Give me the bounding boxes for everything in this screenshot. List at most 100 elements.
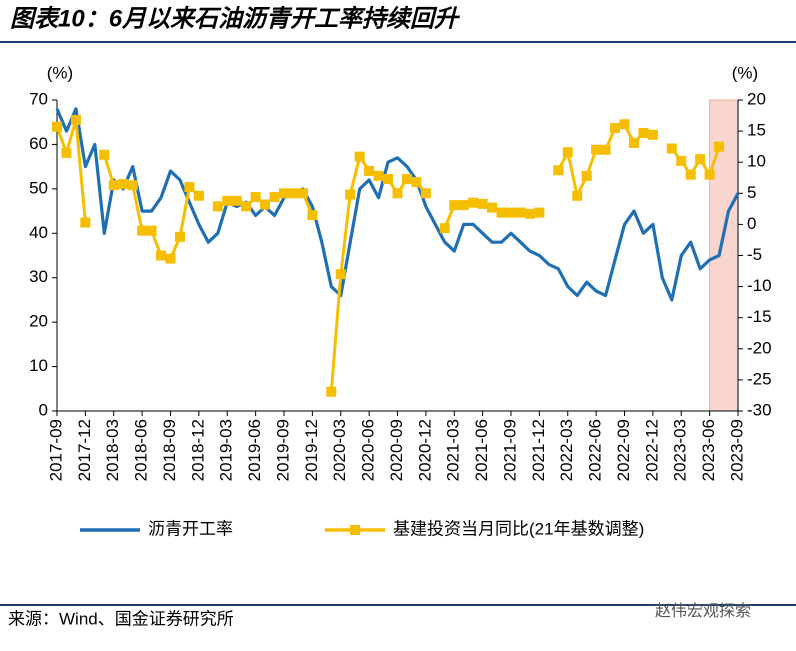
y-tick-label: 20 — [29, 312, 48, 331]
y2-tick-label: -5 — [747, 245, 762, 264]
y-axis-label: (%) — [47, 63, 73, 82]
legend-label: 沥青开工率 — [148, 519, 233, 538]
series-marker — [401, 173, 412, 184]
x-tick-label: 2017-12 — [75, 419, 94, 481]
x-tick-label: 2021-06 — [472, 419, 491, 481]
x-tick-label: 2019-09 — [273, 419, 292, 481]
series-marker — [591, 144, 602, 155]
series-marker — [581, 170, 592, 181]
y2-tick-label: -30 — [747, 400, 772, 419]
x-tick-label: 2022-12 — [642, 419, 661, 481]
series-marker — [619, 119, 630, 130]
y-tick-label: 70 — [29, 89, 48, 108]
y-tick-label: 50 — [29, 178, 48, 197]
x-tick-label: 2020-06 — [359, 419, 378, 481]
y-tick-label: 30 — [29, 267, 48, 286]
y2-tick-label: 5 — [747, 183, 756, 202]
x-tick-label: 2022-09 — [614, 419, 633, 481]
series-marker — [610, 122, 621, 133]
series-marker — [392, 188, 403, 199]
series-marker — [383, 173, 394, 184]
series-marker — [269, 192, 280, 203]
series-marker — [534, 207, 545, 218]
x-tick-label: 2020-09 — [387, 419, 406, 481]
series-marker — [222, 195, 233, 206]
x-tick-label: 2018-06 — [132, 419, 151, 481]
x-tick-label: 2019-12 — [302, 419, 321, 481]
legend-label: 基建投资当月同比(21年基数调整) — [393, 519, 644, 538]
series-marker — [477, 198, 488, 209]
series-marker — [335, 269, 346, 280]
series-marker — [70, 114, 81, 125]
y2-tick-label: -20 — [747, 338, 772, 357]
highlight-band — [709, 99, 739, 412]
series-marker — [562, 147, 573, 158]
series-marker — [524, 208, 535, 219]
x-tick-label: 2023-06 — [699, 419, 718, 481]
series-marker — [496, 207, 507, 218]
series-marker — [118, 178, 129, 189]
series-marker — [156, 250, 167, 261]
series-marker — [600, 144, 611, 155]
series-marker — [345, 189, 356, 200]
watermark: 赵伟宏观探索 — [655, 602, 751, 620]
series-marker — [666, 143, 677, 154]
series-marker — [354, 151, 365, 162]
series-marker — [184, 182, 195, 193]
source: 来源：Wind、国金证券研究所 — [8, 609, 234, 628]
series-marker — [279, 188, 289, 199]
x-tick-label: 2019-03 — [217, 419, 236, 481]
x-tick-label: 2022-03 — [557, 419, 576, 481]
series-marker — [146, 225, 157, 236]
series-marker — [250, 192, 261, 203]
y2-tick-label: 10 — [747, 152, 766, 171]
series-marker — [260, 199, 271, 210]
series-marker — [628, 137, 639, 148]
series-marker — [193, 190, 204, 201]
series-marker — [364, 165, 375, 176]
x-tick-label: 2021-03 — [444, 419, 463, 481]
chart-title: 图表10：6月以来石油沥青开工率持续回升 — [10, 5, 461, 32]
series-marker — [420, 188, 431, 199]
x-tick-label: 2018-12 — [188, 419, 207, 481]
series-marker — [99, 149, 110, 160]
series-marker — [638, 127, 649, 138]
series-marker — [307, 210, 318, 221]
series-marker — [411, 177, 422, 188]
y2-axis-label: (%) — [732, 63, 758, 82]
x-tick-label: 2018-03 — [103, 419, 122, 481]
series-marker — [137, 225, 148, 236]
series-marker — [297, 188, 308, 199]
series-marker — [241, 201, 252, 212]
y2-tick-label: -10 — [747, 276, 772, 295]
series-marker — [515, 207, 526, 218]
series-marker — [695, 154, 706, 165]
series-marker — [458, 200, 469, 211]
y2-tick-label: -15 — [747, 307, 772, 326]
series-marker — [685, 169, 696, 180]
y2-tick-label: 15 — [747, 121, 766, 140]
series-marker — [704, 169, 715, 180]
series-marker — [647, 129, 658, 140]
legend-marker — [350, 525, 360, 535]
x-tick-label: 2021-09 — [500, 419, 519, 481]
series-marker — [487, 202, 498, 213]
y2-tick-label: -25 — [747, 369, 772, 388]
x-tick-label: 2020-03 — [330, 419, 349, 481]
series-marker — [231, 195, 242, 206]
series-marker — [212, 201, 223, 212]
series-marker — [52, 121, 62, 132]
series-marker — [676, 155, 687, 166]
series-marker — [288, 188, 299, 199]
series-marker — [165, 253, 176, 264]
x-tick-label: 2023-03 — [671, 419, 690, 481]
series-marker — [108, 180, 119, 191]
series-marker — [174, 231, 185, 242]
y-tick-label: 60 — [29, 134, 48, 153]
series-marker — [326, 386, 337, 397]
y2-tick-label: 20 — [747, 89, 766, 108]
x-tick-label: 2018-09 — [160, 419, 179, 481]
x-tick-label: 2020-12 — [415, 419, 434, 481]
